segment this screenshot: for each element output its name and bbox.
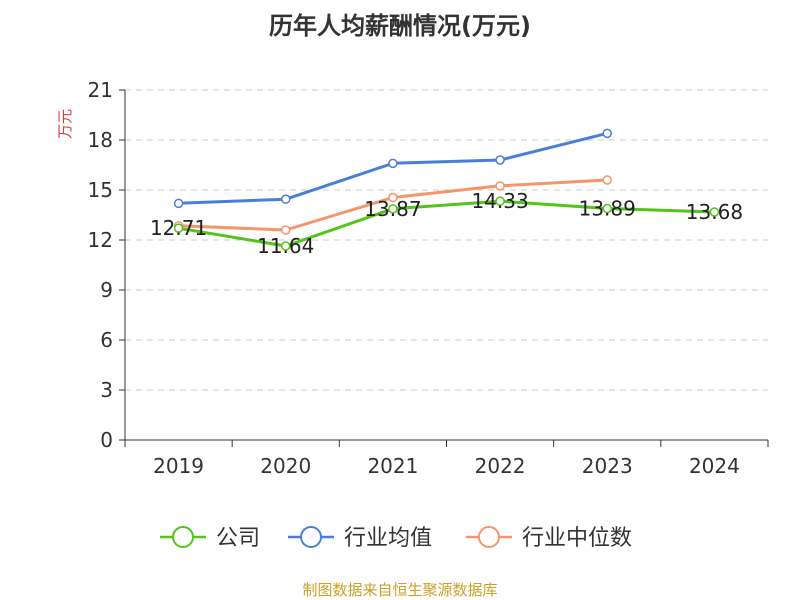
y-tick-label: 21 <box>88 78 113 102</box>
data-point <box>281 225 291 235</box>
data-point <box>173 223 184 233</box>
x-tick-label: 2020 <box>260 454 311 478</box>
data-point <box>495 196 505 206</box>
y-tick-label: 9 <box>100 278 113 302</box>
y-tick-label: 6 <box>100 328 113 352</box>
data-labels: 12.71 11.64 13.87 14.33 13.89 13.68 <box>150 189 743 258</box>
data-point <box>602 175 612 185</box>
legend-marker <box>478 526 500 548</box>
data-point <box>173 198 184 209</box>
data-label: 13.89 <box>579 197 636 221</box>
legend-label: 行业中位数 <box>522 526 632 551</box>
axes: 0 3 6 9 12 15 18 21 2019 2020 2021 2022 2023 2024 <box>88 78 769 478</box>
source-footer: 制图数据来自恒生聚源数据库 <box>302 581 497 599</box>
data-point <box>281 241 291 251</box>
y-axis-label: 万元 <box>56 109 74 139</box>
legend-marker <box>300 526 322 548</box>
series-line <box>178 199 715 248</box>
legend-marker <box>172 526 194 548</box>
data-point <box>388 204 398 214</box>
y-tick-label: 3 <box>100 378 113 402</box>
data-point <box>602 203 612 214</box>
y-tick-label: 15 <box>88 178 113 202</box>
data-label: 13.87 <box>364 197 421 221</box>
legend-label: 行业均值 <box>344 526 432 551</box>
data-point <box>602 128 612 139</box>
legend-label: 公司 <box>216 526 260 551</box>
y-tick-label: 18 <box>88 128 113 152</box>
x-tick-label: 2023 <box>582 454 633 478</box>
data-label: 13.68 <box>686 200 743 224</box>
series-lines <box>173 128 720 251</box>
legend: 公司 行业均值 行业中位数 <box>160 526 632 551</box>
chart-title: 历年人均薪酬情况(万元) <box>269 12 531 40</box>
data-label: 11.64 <box>257 234 314 258</box>
y-tick-label: 12 <box>88 228 113 252</box>
x-tick-label: 2021 <box>367 454 418 478</box>
x-tick-label: 2024 <box>689 454 740 478</box>
x-tick-label: 2019 <box>153 454 204 478</box>
x-tick-label: 2022 <box>475 454 526 478</box>
data-point <box>495 155 505 165</box>
data-point <box>495 181 505 191</box>
data-point <box>281 194 291 204</box>
data-point <box>388 158 398 169</box>
data-label: 12.71 <box>150 216 207 240</box>
data-point <box>709 207 720 217</box>
grid <box>125 89 768 391</box>
y-tick-label: 0 <box>100 428 113 452</box>
data-point <box>388 192 398 203</box>
data-label: 14.33 <box>471 189 528 213</box>
